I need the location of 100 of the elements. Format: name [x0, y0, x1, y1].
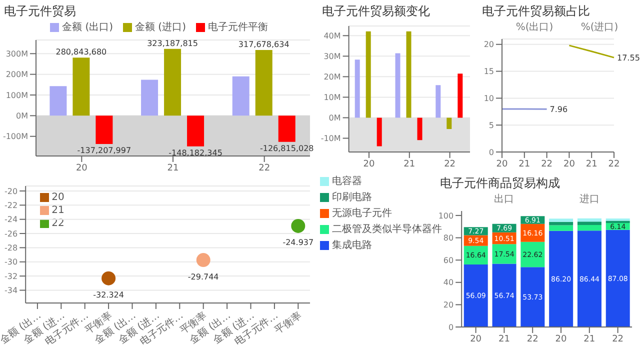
- point: [196, 253, 210, 268]
- bar: [354, 60, 360, 118]
- data-label: -137,207,997: [77, 146, 132, 156]
- bar: [577, 230, 602, 327]
- y-tick-label: 300M: [6, 49, 28, 58]
- legend-label: 金额 (出口): [62, 20, 113, 34]
- x-tick-label: 22: [612, 334, 624, 344]
- x-tick-label: 22: [608, 159, 620, 170]
- y-tick-label: 0: [448, 322, 454, 332]
- bar: [164, 48, 182, 116]
- y-tick-label: -24: [4, 215, 18, 224]
- y-tick-label: -28: [4, 244, 18, 253]
- data-label: -29.744: [188, 272, 219, 282]
- y-tick-label: 20: [484, 40, 494, 50]
- legend-label: 电容器: [332, 174, 362, 188]
- bar: [50, 86, 67, 116]
- y-tick-label: 10M: [324, 93, 341, 102]
- bar: [464, 264, 488, 327]
- bar: [395, 53, 400, 118]
- y-tick-label: -34: [4, 286, 18, 296]
- y-tick-label: 0M: [328, 114, 341, 123]
- y-tick-label: -20: [4, 186, 18, 196]
- data-label: -148,182,345: [168, 148, 222, 158]
- bar: [549, 230, 574, 327]
- x-tick-label: 22: [444, 159, 456, 170]
- y-tick-label: 20: [443, 300, 454, 310]
- bar: [376, 118, 382, 146]
- x-tick-label: 21: [404, 159, 416, 170]
- bar: [549, 225, 574, 231]
- bar: [406, 31, 412, 118]
- x-tick-label: 20: [76, 163, 88, 174]
- text: 进口: [578, 192, 600, 206]
- x-tick-label: 20: [363, 159, 375, 170]
- data-label: 17.55: [617, 54, 640, 63]
- x-tick-label: 20: [555, 334, 567, 344]
- x-tick-label: 21: [586, 159, 598, 170]
- x-tick-label: 22: [526, 334, 538, 344]
- text: 出口: [493, 192, 516, 206]
- y-tick-label: 30M: [324, 52, 341, 62]
- bar: [141, 80, 158, 116]
- bar: [446, 118, 452, 130]
- bar: [549, 222, 574, 226]
- y-tick-label: 20M: [324, 72, 341, 82]
- bar: [278, 116, 296, 142]
- y-tick-label: 40M: [324, 31, 341, 40]
- bar: [520, 242, 545, 268]
- bar: [606, 230, 630, 327]
- x-tick-label: 22: [541, 159, 553, 170]
- bar: [520, 267, 545, 327]
- bar: [492, 264, 516, 327]
- chart-title: 电子元件贸易额占比: [482, 3, 590, 20]
- bar: [549, 218, 574, 222]
- legend-label: 20: [52, 192, 64, 203]
- chart-title: 电子元件贸易额变化: [322, 3, 430, 20]
- y-tick-label: 80: [443, 234, 454, 243]
- legend-label: 金额 (进口): [135, 20, 186, 34]
- data-label: -24.937: [282, 238, 314, 248]
- y-tick-label: 0M: [16, 112, 28, 121]
- y-tick-label: -10M: [320, 134, 341, 144]
- x-tick-label: 21: [584, 334, 596, 344]
- x-tick-label: 21: [518, 159, 530, 170]
- y-tick-label: -26: [4, 229, 18, 238]
- y-tick-label: 100M: [6, 90, 28, 100]
- bar: [232, 76, 250, 116]
- bar: [96, 116, 113, 144]
- x-tick-label: 20: [470, 334, 482, 344]
- chart-title: 电子元件商品贸易构成: [440, 175, 560, 192]
- text: %(出口): [514, 20, 554, 34]
- y-tick-label: 60: [443, 256, 454, 265]
- y-tick-label: -100M: [2, 132, 28, 142]
- y-tick-label: 15: [484, 67, 494, 76]
- legend-label: 电子元件平衡: [208, 20, 268, 34]
- y-tick-label: 100: [438, 211, 454, 220]
- y-tick-label: 5: [488, 120, 494, 130]
- x-tick-label: 20: [496, 159, 508, 170]
- bar: [366, 31, 371, 118]
- data-label: -126,815,028: [260, 144, 314, 153]
- bar: [187, 116, 204, 146]
- legend-label: 21: [52, 205, 64, 216]
- bar: [577, 218, 602, 222]
- bar: [72, 58, 90, 116]
- data-label: -32.324: [93, 290, 124, 300]
- data-label: 317,678,634: [238, 40, 290, 49]
- bar: [492, 244, 516, 264]
- point: [291, 218, 306, 233]
- bar: [417, 118, 422, 140]
- y-tick-label: -22: [4, 200, 18, 210]
- bar: [606, 220, 630, 224]
- data-label: 323,187,815: [147, 38, 198, 48]
- legend-label: 集成电路: [332, 238, 372, 252]
- point: [102, 271, 116, 286]
- data-label: 280,843,680: [56, 48, 107, 57]
- data-label: 7.96: [550, 105, 568, 114]
- y-tick-label: 40: [443, 278, 454, 288]
- x-tick-label: 20: [563, 159, 576, 170]
- y-tick-label: 10: [484, 94, 494, 104]
- y-tick-label: 200M: [6, 70, 28, 80]
- x-tick-label: 21: [167, 163, 179, 174]
- y-tick-label: -32: [4, 272, 18, 281]
- legend-label: 无源电子元件: [332, 206, 392, 220]
